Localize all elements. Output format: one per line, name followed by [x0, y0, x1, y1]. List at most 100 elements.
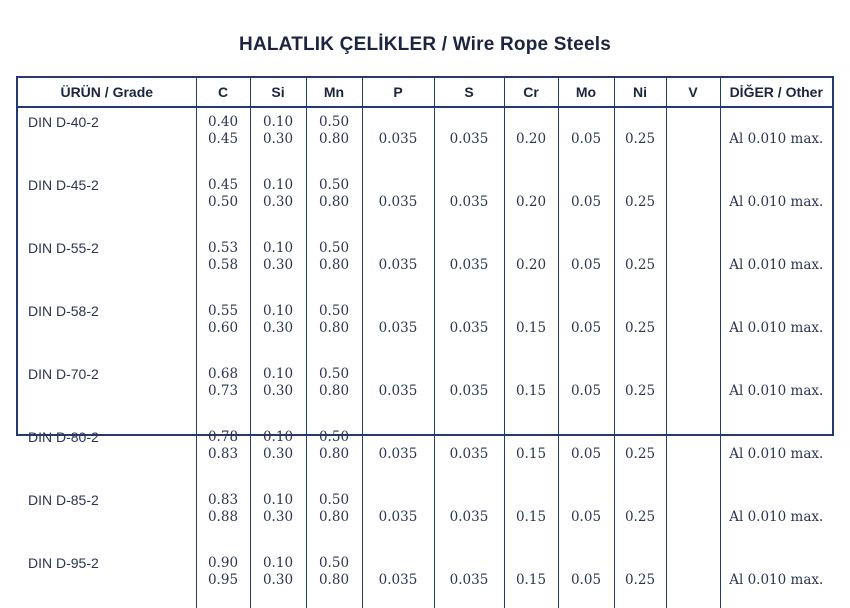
mo-value-cell: 0.05 — [557, 423, 614, 486]
header-p: P — [361, 78, 434, 108]
si-max-value: 0.30 — [262, 446, 294, 462]
si-max-value: 0.30 — [262, 572, 294, 588]
mn-max-value: 0.80 — [318, 446, 350, 462]
cr-value-cell: 0.20 — [503, 107, 558, 171]
other-value-cell: Al 0.010 max. — [719, 549, 832, 608]
ni-value-cell: 0.25 — [613, 549, 666, 608]
cr-value-cell: 0.15 — [503, 297, 558, 360]
cr-value-cell: 0.15 — [503, 549, 558, 608]
other-value-cell: Al 0.010 max. — [719, 486, 832, 549]
c-range-cell: 0.83 0.88 — [195, 486, 250, 549]
si-range-cell: 0.10 0.30 — [249, 297, 306, 360]
grade-cell: DIN D-80-2 — [28, 429, 99, 445]
mn-min-value: 0.50 — [318, 177, 350, 193]
c-range-cell: 0.90 0.95 — [195, 549, 250, 608]
v-value-cell — [665, 297, 720, 360]
s-value-cell: 0.035 — [433, 360, 504, 423]
grade-cell: DIN D-95-2 — [28, 555, 99, 571]
si-min-value: 0.10 — [262, 114, 294, 130]
mo-value-cell: 0.05 — [557, 234, 614, 297]
mn-max-value: 0.80 — [318, 131, 350, 147]
c-min-value: 0.55 — [207, 303, 239, 319]
cr-value-cell: 0.15 — [503, 486, 558, 549]
ni-value-cell: 0.25 — [613, 486, 666, 549]
v-value-cell — [665, 360, 720, 423]
v-value-cell — [665, 423, 720, 486]
si-min-value: 0.10 — [262, 303, 294, 319]
table-row: DIN D-95-2 0.90 0.95 0.10 0.30 0.50 0.80 0.035 0… — [18, 549, 832, 608]
mn-max-value: 0.80 — [318, 572, 350, 588]
grade-cell: DIN D-58-2 — [28, 303, 99, 319]
c-range-cell: 0.45 0.50 — [195, 171, 250, 234]
si-min-value: 0.10 — [262, 555, 294, 571]
p-value-cell: 0.035 — [361, 360, 434, 423]
mn-min-value: 0.50 — [318, 492, 350, 508]
mo-value-cell: 0.05 — [557, 549, 614, 608]
c-max-value: 0.83 — [207, 446, 239, 462]
v-value-cell — [665, 234, 720, 297]
mn-min-value: 0.50 — [318, 366, 350, 382]
si-max-value: 0.30 — [262, 320, 294, 336]
si-min-value: 0.10 — [262, 429, 294, 445]
v-value-cell — [665, 549, 720, 608]
si-range-cell: 0.10 0.30 — [249, 486, 306, 549]
c-range-cell: 0.53 0.58 — [195, 234, 250, 297]
s-value-cell: 0.035 — [433, 107, 504, 171]
mo-value-cell: 0.05 — [557, 297, 614, 360]
mn-range-cell: 0.50 0.80 — [305, 107, 362, 171]
mn-range-cell: 0.50 0.80 — [305, 171, 362, 234]
grade-cell: DIN D-85-2 — [28, 492, 99, 508]
composition-table: ÜRÜN / Grade C Si Mn P S Cr Mo Ni V DİĞE… — [18, 78, 832, 608]
si-min-value: 0.10 — [262, 492, 294, 508]
header-mo: Mo — [557, 78, 614, 108]
header-v: V — [665, 78, 720, 108]
header-mn: Mn — [305, 78, 362, 108]
mn-range-cell: 0.50 0.80 — [305, 360, 362, 423]
mo-value-cell: 0.05 — [557, 486, 614, 549]
header-grade: ÜRÜN / Grade — [18, 78, 196, 108]
grade-cell: DIN D-40-2 — [28, 114, 99, 130]
ni-value-cell: 0.25 — [613, 171, 666, 234]
si-range-cell: 0.10 0.30 — [249, 171, 306, 234]
mn-range-cell: 0.50 0.80 — [305, 549, 362, 608]
mn-range-cell: 0.50 0.80 — [305, 297, 362, 360]
si-range-cell: 0.10 0.30 — [249, 107, 306, 171]
table-row: DIN D-70-2 0.68 0.73 0.10 0.30 0.50 0.80 0.035 0… — [18, 360, 832, 423]
si-max-value: 0.30 — [262, 131, 294, 147]
si-range-cell: 0.10 0.30 — [249, 549, 306, 608]
table-row: DIN D-40-2 0.40 0.45 0.10 0.30 0.50 0.80 0.035 0… — [18, 107, 832, 171]
other-value-cell: Al 0.010 max. — [719, 423, 832, 486]
grade-cell: DIN D-45-2 — [28, 177, 99, 193]
c-min-value: 0.78 — [207, 429, 239, 445]
c-max-value: 0.45 — [207, 131, 239, 147]
c-min-value: 0.53 — [207, 240, 239, 256]
si-max-value: 0.30 — [262, 257, 294, 273]
si-max-value: 0.30 — [262, 509, 294, 525]
header-si: Si — [249, 78, 306, 108]
mn-min-value: 0.50 — [318, 303, 350, 319]
header-ni: Ni — [613, 78, 666, 108]
v-value-cell — [665, 171, 720, 234]
mn-max-value: 0.80 — [318, 383, 350, 399]
table-row: DIN D-45-2 0.45 0.50 0.10 0.30 0.50 0.80 0.035 0… — [18, 171, 832, 234]
p-value-cell: 0.035 — [361, 107, 434, 171]
si-max-value: 0.30 — [262, 383, 294, 399]
wire-rope-steels-table-frame: ÜRÜN / Grade C Si Mn P S Cr Mo Ni V DİĞE… — [16, 76, 834, 608]
header-other: DİĞER / Other — [719, 78, 832, 108]
c-min-value: 0.40 — [207, 114, 239, 130]
v-value-cell — [665, 486, 720, 549]
ni-value-cell: 0.25 — [613, 423, 666, 486]
mo-value-cell: 0.05 — [557, 171, 614, 234]
header-cr: Cr — [503, 78, 558, 108]
other-value-cell: Al 0.010 max. — [719, 360, 832, 423]
grade-cell: DIN D-55-2 — [28, 240, 99, 256]
c-min-value: 0.68 — [207, 366, 239, 382]
s-value-cell: 0.035 — [433, 297, 504, 360]
ni-value-cell: 0.25 — [613, 297, 666, 360]
c-max-value: 0.88 — [207, 509, 239, 525]
p-value-cell: 0.035 — [361, 486, 434, 549]
p-value-cell: 0.035 — [361, 423, 434, 486]
mn-min-value: 0.50 — [318, 114, 350, 130]
si-min-value: 0.10 — [262, 177, 294, 193]
other-value-cell: Al 0.010 max. — [719, 171, 832, 234]
